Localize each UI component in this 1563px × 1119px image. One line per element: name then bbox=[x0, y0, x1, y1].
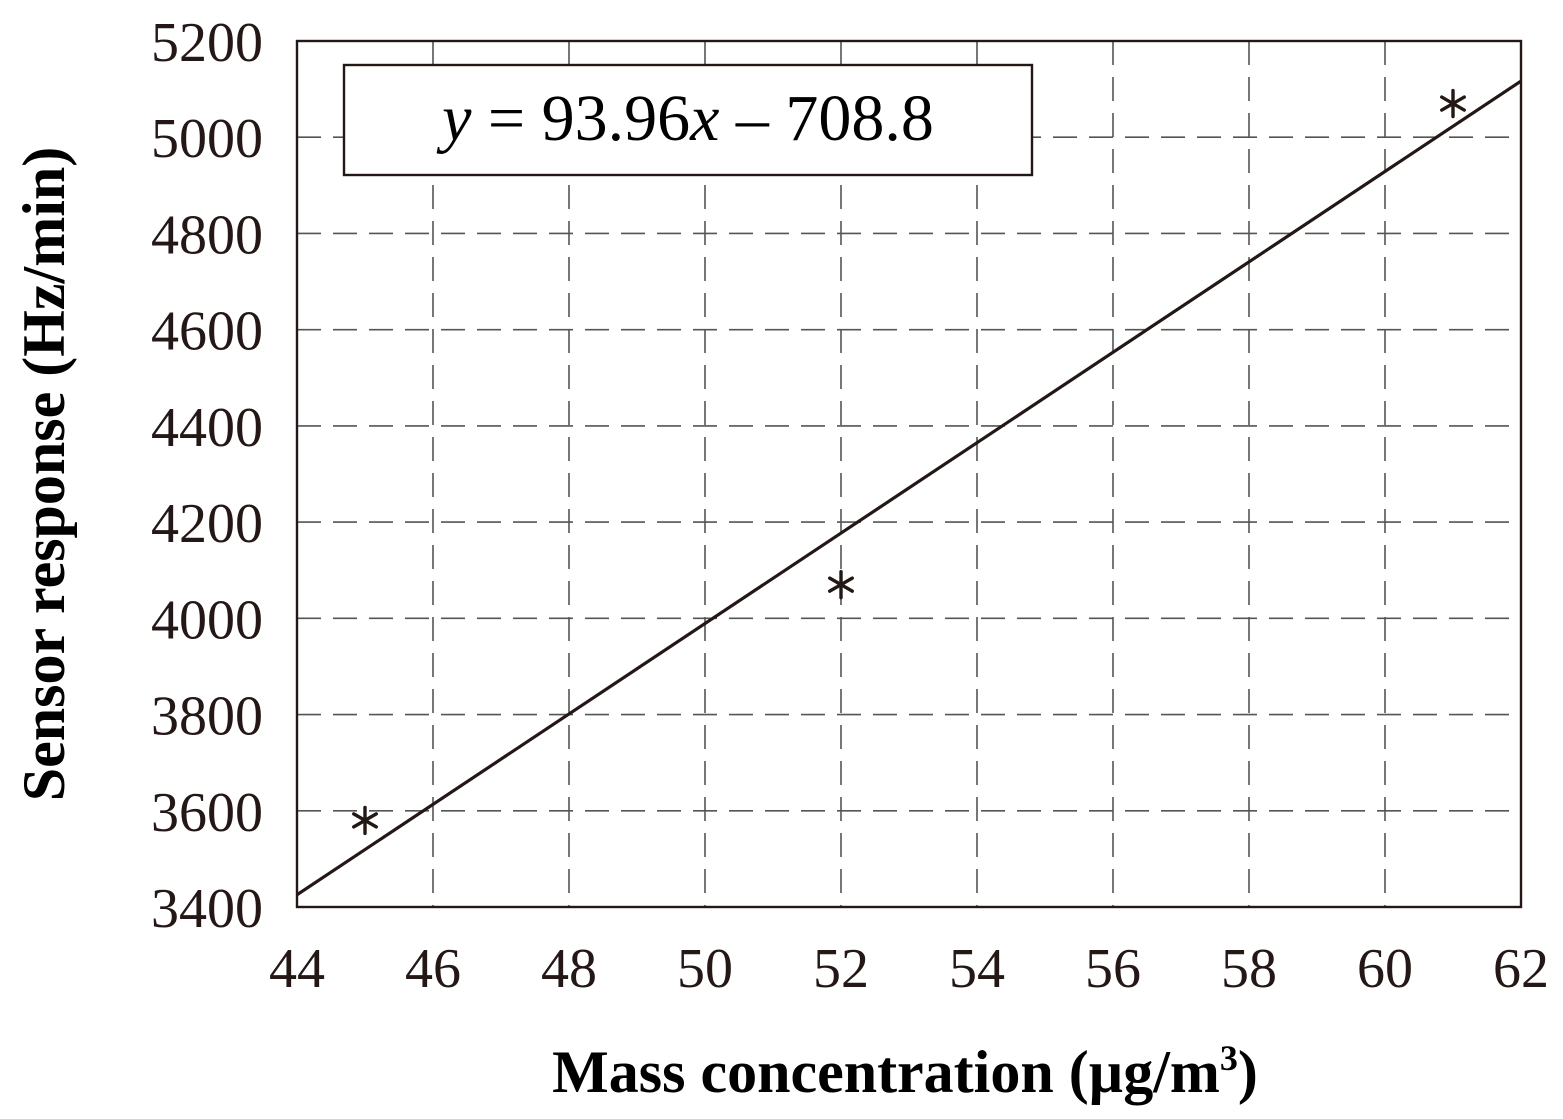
data-point bbox=[1440, 88, 1466, 119]
y-tick-label: 4200 bbox=[151, 493, 263, 555]
y-tick-label: 3800 bbox=[151, 686, 263, 748]
data-point-stroke bbox=[352, 812, 378, 829]
y-tick-label: 4400 bbox=[151, 397, 263, 459]
equation-text: y = 93.96x – 708.8 bbox=[436, 82, 934, 155]
x-tick-label: 50 bbox=[677, 938, 733, 1000]
x-axis-title-sup: 3 bbox=[1220, 1038, 1238, 1078]
x-tick-label: 44 bbox=[269, 938, 325, 1000]
y-tick-label: 5000 bbox=[151, 108, 263, 170]
equation-box: y = 93.96x – 708.8 bbox=[342, 63, 1034, 177]
y-tick-label: 5200 bbox=[151, 12, 263, 74]
fit-line bbox=[296, 79, 1522, 897]
data-point-stroke bbox=[1440, 95, 1466, 112]
x-tick-label: 52 bbox=[813, 938, 869, 1000]
y-tick-label: 3400 bbox=[151, 878, 263, 940]
y-tick-label: 3600 bbox=[151, 782, 263, 844]
x-tick-label: 56 bbox=[1085, 938, 1141, 1000]
x-tick-label: 58 bbox=[1221, 938, 1277, 1000]
x-axis-title-main: Mass concentration (µg/m bbox=[552, 1039, 1220, 1105]
y-tick-labels: 3400 3600 3800 4000 4200 4400 4600 4800 5000 5200 bbox=[151, 12, 263, 940]
equation-box-frame bbox=[342, 63, 1034, 177]
x-axis-title-end: ) bbox=[1238, 1039, 1258, 1105]
x-axis-title: Mass concentration (µg/m3) bbox=[552, 1038, 1258, 1105]
equation-middle: = 93.96 bbox=[471, 82, 690, 155]
y-axis-title: Sensor response (Hz/min) bbox=[11, 147, 77, 801]
y-tick-label: 4800 bbox=[151, 204, 263, 266]
data-point bbox=[828, 569, 854, 600]
equation-x-var: x bbox=[689, 82, 719, 155]
data-point-stroke bbox=[828, 576, 854, 593]
x-tick-label: 46 bbox=[405, 938, 461, 1000]
x-tick-labels: 44 46 48 50 52 54 56 58 60 62 bbox=[269, 938, 1549, 1000]
grid-lines bbox=[297, 41, 1521, 907]
x-tick-label: 48 bbox=[541, 938, 597, 1000]
x-tick-label: 54 bbox=[949, 938, 1005, 1000]
y-tick-label: 4000 bbox=[151, 589, 263, 651]
x-tick-label: 62 bbox=[1493, 938, 1549, 1000]
y-tick-label: 4600 bbox=[151, 301, 263, 363]
equation-y-var: y bbox=[436, 82, 472, 155]
data-point bbox=[352, 805, 378, 836]
data-points bbox=[352, 88, 1466, 836]
equation-end: – 708.8 bbox=[719, 82, 934, 155]
plot-frame bbox=[295, 39, 1523, 909]
x-tick-label: 60 bbox=[1357, 938, 1413, 1000]
fit-line-group bbox=[296, 79, 1522, 897]
